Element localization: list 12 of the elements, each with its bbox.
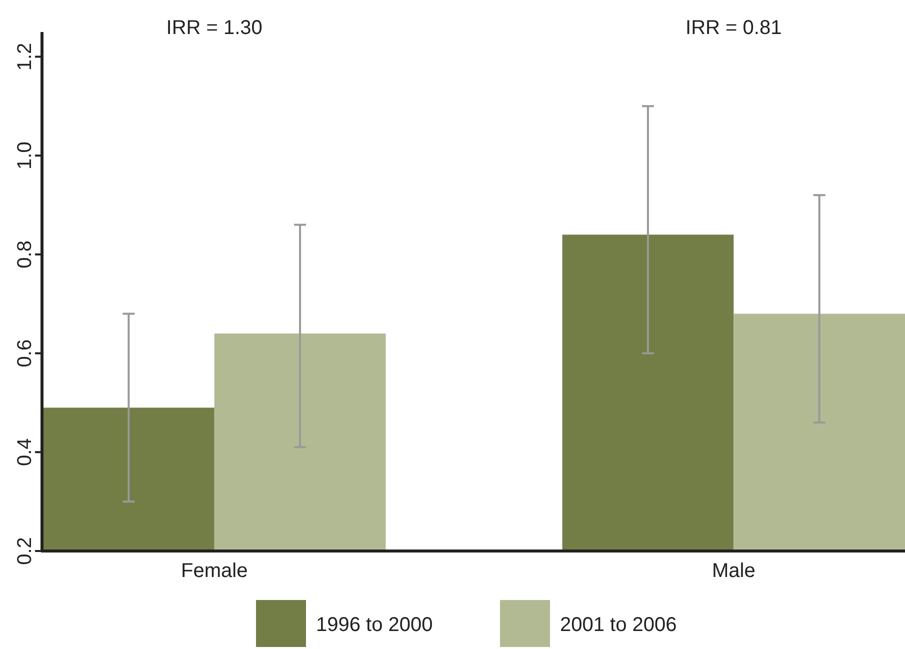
annotation: IRR = 1.30 <box>166 17 262 39</box>
y-tick-label: 0.8 <box>14 240 36 268</box>
x-tick-label: Male <box>712 560 756 582</box>
y-tick-label: 1.2 <box>14 42 36 71</box>
legend-label: 2001 to 2006 <box>560 614 677 636</box>
y-tick-label: 0.2 <box>14 537 36 565</box>
y-tick-label: 0.6 <box>14 339 36 368</box>
x-tick-label: Female <box>181 560 248 582</box>
annotation: IRR = 0.81 <box>686 17 782 39</box>
legend-label: 1996 to 2000 <box>316 614 433 636</box>
y-tick-label: 1.0 <box>14 142 36 170</box>
y-tick-label: 0.4 <box>14 438 36 466</box>
